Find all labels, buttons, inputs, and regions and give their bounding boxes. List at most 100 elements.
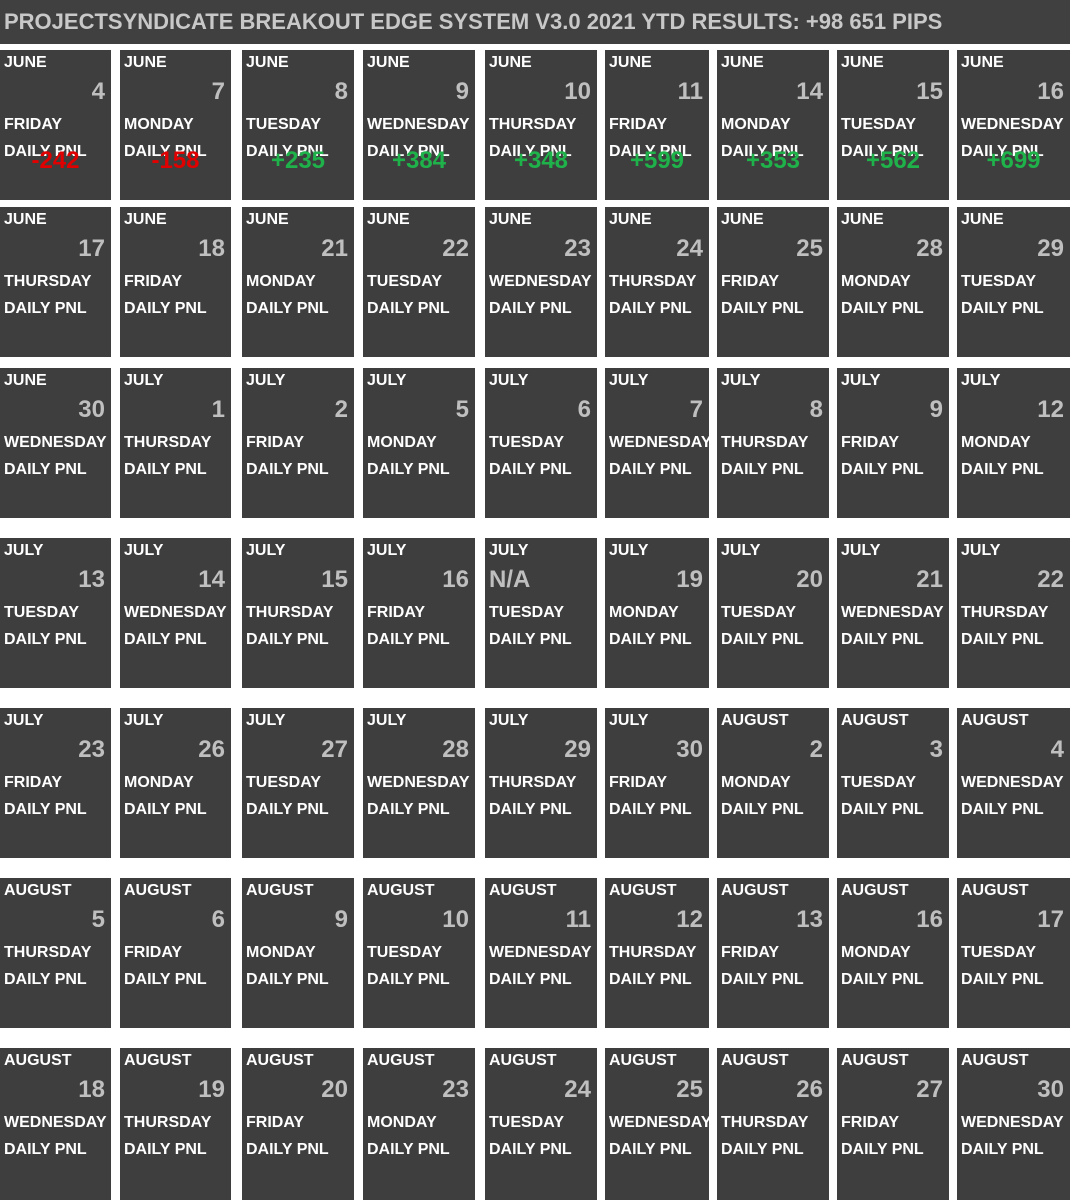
day-month: JULY	[721, 542, 761, 559]
day-month: JULY	[124, 712, 164, 729]
day-date: 26	[198, 736, 225, 763]
day-weekday: WEDNESDAY	[841, 604, 944, 621]
day-date: 9	[455, 78, 469, 105]
day-weekday: FRIDAY	[609, 116, 668, 133]
day-card: JUNE 11 FRIDAY DAILY PNL +599	[605, 50, 709, 200]
day-date: 4	[1050, 736, 1064, 763]
day-date: 16	[1037, 78, 1064, 105]
daily-pnl-label: DAILY PNL	[367, 143, 450, 160]
daily-pnl-label: DAILY PNL	[489, 1141, 572, 1158]
day-month: JULY	[489, 712, 529, 729]
daily-pnl-label: DAILY PNL	[841, 1141, 924, 1158]
day-weekday: TUESDAY	[489, 1114, 564, 1131]
day-month: AUGUST	[961, 712, 1029, 729]
day-date: 5	[455, 396, 469, 423]
day-month: JULY	[124, 372, 164, 389]
daily-pnl-label: DAILY PNL	[489, 631, 572, 648]
day-month: JUNE	[961, 211, 1004, 228]
day-date: 17	[78, 235, 105, 262]
day-month: AUGUST	[124, 1052, 192, 1069]
day-weekday: FRIDAY	[721, 273, 780, 290]
day-month: AUGUST	[609, 882, 677, 899]
day-date: 18	[78, 1076, 105, 1103]
day-month: AUGUST	[367, 882, 435, 899]
day-weekday: TUESDAY	[489, 434, 564, 451]
day-weekday: WEDNESDAY	[124, 604, 227, 621]
day-card: JUNE 8 TUESDAY DAILY PNL +235	[242, 50, 354, 200]
day-weekday: MONDAY	[246, 273, 316, 290]
day-date: 13	[78, 566, 105, 593]
day-card: JUNE 7 MONDAY DAILY PNL -158	[120, 50, 231, 200]
day-month: JUNE	[124, 54, 167, 71]
daily-pnl-label: DAILY PNL	[246, 300, 329, 317]
day-date: 11	[565, 906, 591, 933]
day-weekday: TUESDAY	[841, 116, 916, 133]
day-weekday: THURSDAY	[961, 604, 1049, 621]
daily-pnl-label: DAILY PNL	[609, 143, 692, 160]
day-weekday: MONDAY	[721, 774, 791, 791]
day-month: JUNE	[841, 211, 884, 228]
day-date: 9	[334, 906, 348, 933]
daily-pnl-label: DAILY PNL	[367, 1141, 450, 1158]
day-weekday: THURSDAY	[489, 116, 577, 133]
day-month: JULY	[609, 372, 649, 389]
daily-pnl-label: DAILY PNL	[721, 1141, 804, 1158]
daily-pnl-label: DAILY PNL	[721, 143, 804, 160]
day-weekday: TUESDAY	[4, 604, 79, 621]
day-month: JUNE	[609, 211, 652, 228]
day-month: JUNE	[4, 372, 47, 389]
day-weekday: TUESDAY	[367, 273, 442, 290]
day-month: JUNE	[4, 54, 47, 71]
day-date: 7	[689, 396, 703, 423]
day-card: JUNE 15 TUESDAY DAILY PNL +562	[837, 50, 949, 200]
day-weekday: MONDAY	[721, 116, 791, 133]
day-date: 23	[564, 235, 591, 262]
daily-pnl-value: +235	[270, 147, 326, 174]
daily-pnl-label: DAILY PNL	[721, 461, 804, 478]
day-month: JULY	[367, 542, 407, 559]
day-month: JULY	[609, 712, 649, 729]
day-weekday: FRIDAY	[721, 944, 780, 961]
daily-pnl-label: DAILY PNL	[246, 801, 329, 818]
day-weekday: MONDAY	[124, 116, 194, 133]
daily-pnl-label: DAILY PNL	[246, 143, 329, 160]
day-month: AUGUST	[609, 1052, 677, 1069]
day-month: AUGUST	[246, 1052, 314, 1069]
day-card: JUNE 4 FRIDAY DAILY PNL -242	[0, 50, 111, 200]
day-month: AUGUST	[489, 1052, 557, 1069]
daily-pnl-label: DAILY PNL	[4, 300, 87, 317]
day-card: JUNE 16 WEDNESDAY DAILY PNL +699	[957, 50, 1070, 200]
daily-pnl-label: DAILY PNL	[367, 971, 450, 988]
day-month: AUGUST	[4, 1052, 72, 1069]
daily-pnl-label: DAILY PNL	[246, 631, 329, 648]
day-card: JUNE 10 THURSDAY DAILY PNL +348	[485, 50, 597, 200]
daily-pnl-label: DAILY PNL	[961, 300, 1044, 317]
daily-pnl-label: DAILY PNL	[609, 461, 692, 478]
day-weekday: MONDAY	[841, 944, 911, 961]
day-date: 3	[929, 736, 943, 763]
day-month: JUNE	[489, 211, 532, 228]
daily-pnl-label: DAILY PNL	[124, 1141, 207, 1158]
daily-pnl-label: DAILY PNL	[721, 631, 804, 648]
day-date: 24	[564, 1076, 591, 1103]
day-weekday: WEDNESDAY	[489, 944, 592, 961]
day-date: 16	[442, 566, 469, 593]
daily-pnl-value: -242	[31, 147, 80, 174]
